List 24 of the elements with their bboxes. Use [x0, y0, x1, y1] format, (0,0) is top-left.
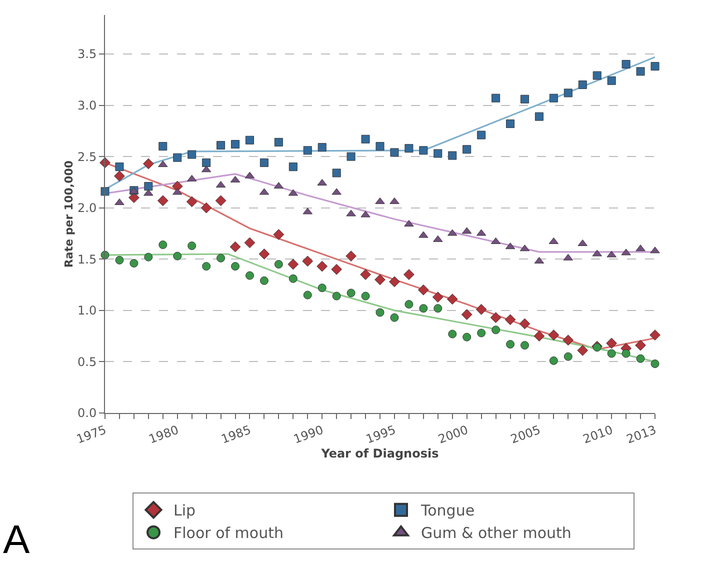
- y-tick-label: 0.5: [78, 354, 97, 369]
- x-tick-label: 2005: [508, 422, 542, 446]
- x-tick-label: 1985: [219, 422, 253, 446]
- x-tick-label: 1980: [146, 422, 180, 446]
- legend-label: Tongue: [420, 502, 475, 520]
- text: A: [3, 518, 30, 562]
- y-axis-title: Rate per 100,000: [62, 160, 76, 268]
- y-tick-label: 3.5: [78, 47, 97, 62]
- y-tick-label: 3.0: [78, 98, 97, 112]
- x-tick-label: 1990: [292, 422, 326, 446]
- legend-label: Floor of mouth: [174, 524, 284, 542]
- x-axis-title: Year of Diagnosis: [320, 446, 439, 460]
- y-tick-label: 0.0: [78, 406, 97, 420]
- x-tick-label: 1995: [364, 422, 398, 446]
- y-tick-label: 2.5: [78, 150, 97, 164]
- x-tick-label: 1975: [74, 422, 108, 446]
- y-tick-label: 1.5: [78, 252, 97, 266]
- y-tick-label: 2.0: [78, 201, 97, 216]
- x-tick-label: 2000: [436, 422, 470, 446]
- x-tick-label: 2013: [624, 422, 658, 446]
- legend-label: Lip: [174, 502, 196, 520]
- x-tick-label: 2010: [581, 422, 615, 446]
- legend-label: Gum & other mouth: [421, 524, 572, 542]
- y-tick-label: 1.0: [78, 304, 97, 318]
